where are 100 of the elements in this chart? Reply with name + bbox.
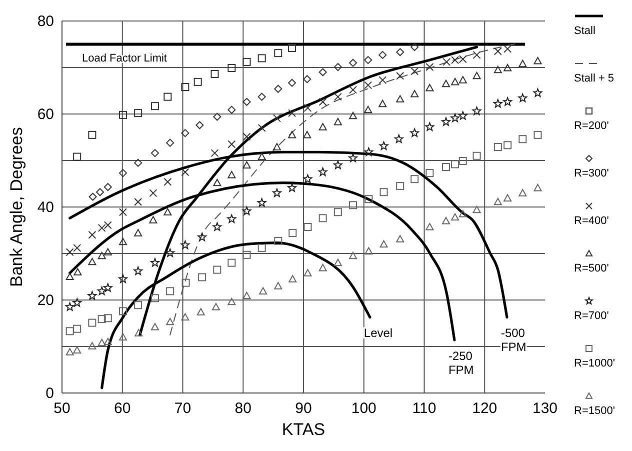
point: [318, 68, 327, 76]
point: [88, 130, 96, 139]
point: [441, 117, 450, 126]
point: [380, 188, 388, 196]
point: [88, 258, 96, 266]
point: [150, 294, 159, 302]
point: [504, 194, 512, 202]
point: [212, 302, 220, 310]
point: [426, 84, 434, 92]
point: [396, 235, 404, 242]
point: [396, 72, 404, 80]
point: [118, 307, 127, 316]
point: [534, 56, 542, 64]
point: [73, 244, 82, 252]
point: [118, 333, 127, 340]
x-tick-label: 60: [114, 400, 131, 417]
point: [274, 282, 282, 290]
point: [118, 169, 127, 178]
point: [458, 156, 467, 165]
point: [258, 152, 266, 160]
point: [227, 214, 236, 223]
point: [494, 66, 502, 74]
point: [303, 75, 312, 84]
point: [228, 64, 236, 72]
point: [534, 184, 542, 192]
point: [364, 247, 373, 254]
point: [303, 130, 312, 138]
point: [166, 138, 174, 147]
point: [518, 93, 528, 102]
point: [88, 318, 96, 327]
point: [380, 240, 388, 248]
point: [73, 346, 82, 354]
point: [494, 47, 502, 56]
point: [503, 97, 512, 106]
point: [442, 80, 450, 88]
point: [334, 118, 342, 126]
point: [98, 315, 106, 324]
point: [274, 49, 282, 58]
point: [258, 92, 266, 101]
point: [504, 44, 512, 53]
point: [118, 110, 127, 119]
point: [518, 189, 527, 196]
point: [149, 189, 158, 198]
point: [472, 206, 481, 214]
point: [182, 278, 190, 287]
y-tick-label: 40: [37, 199, 54, 216]
point: [259, 287, 268, 294]
point: [213, 112, 222, 121]
point: [181, 168, 190, 176]
point: [378, 100, 387, 108]
point: [258, 124, 266, 132]
point: [334, 63, 342, 72]
point: [458, 111, 468, 120]
annotation: Level: [364, 326, 393, 340]
point: [442, 216, 450, 224]
point: [118, 274, 128, 283]
point: [166, 248, 175, 257]
point: [288, 275, 297, 282]
point: [288, 109, 296, 118]
point: [134, 229, 142, 236]
point: [288, 130, 296, 138]
point: [98, 338, 106, 346]
point: [66, 272, 74, 280]
point: [349, 252, 358, 260]
x-tick-label: 110: [412, 400, 436, 417]
point: [196, 121, 204, 130]
point: [493, 99, 502, 108]
point: [379, 141, 388, 150]
point: [150, 149, 159, 158]
point: [504, 141, 512, 150]
point: [258, 54, 266, 62]
point: [213, 266, 222, 274]
point: [66, 248, 74, 256]
x-axis-title: KTAS: [282, 420, 326, 439]
point: [349, 58, 358, 67]
y-tick-label: 80: [37, 13, 54, 30]
point: [349, 112, 358, 120]
x-tick-label: 130: [532, 400, 558, 417]
point: [426, 169, 434, 178]
point: [166, 318, 174, 326]
point: [364, 81, 372, 90]
point: [349, 201, 358, 210]
point: [257, 198, 266, 207]
point: [181, 313, 190, 321]
point: [242, 58, 251, 66]
point: [134, 158, 142, 167]
point: [228, 298, 236, 306]
point: [334, 92, 342, 101]
point: [272, 188, 282, 197]
point: [410, 128, 420, 137]
point: [333, 160, 342, 170]
y-tick-label: 0: [46, 385, 54, 402]
point: [104, 248, 112, 256]
point: [150, 102, 159, 110]
point: [458, 210, 467, 218]
point: [181, 129, 190, 138]
point: [303, 174, 312, 183]
point: [149, 216, 158, 224]
point: [272, 114, 281, 122]
point: [364, 106, 372, 114]
